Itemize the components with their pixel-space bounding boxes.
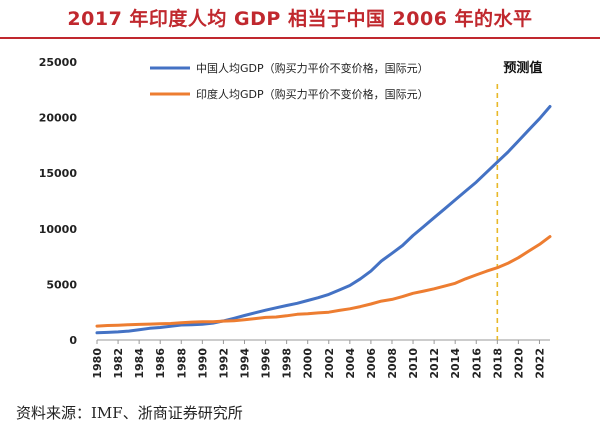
x-tick-label: 1996 xyxy=(260,348,273,379)
page-title: 2017 年印度人均 GDP 相当于中国 2006 年的水平 xyxy=(67,8,533,30)
x-tick-label: 1982 xyxy=(112,348,125,379)
x-tick-label: 2000 xyxy=(302,348,315,379)
x-tick-label: 2020 xyxy=(512,348,525,379)
x-tick-label: 2012 xyxy=(428,348,441,379)
x-tick-label: 1992 xyxy=(217,348,230,379)
legend: 中国人均GDP（购买力平价不变价格，国际元） 印度人均GDP（购买力平价不变价格，… xyxy=(150,61,429,101)
x-tick-label: 2010 xyxy=(407,348,420,379)
x-tick-label: 1998 xyxy=(281,348,294,379)
india-gdp-line xyxy=(95,235,552,328)
x-tick-label: 2018 xyxy=(491,348,504,379)
y-tick-label: 5000 xyxy=(46,278,77,291)
forecast-marker: 预测值 xyxy=(496,60,542,340)
x-tick-label: 2002 xyxy=(323,348,336,379)
y-tick-label: 10000 xyxy=(39,223,78,236)
x-tick-label: 2008 xyxy=(386,348,399,379)
y-tick-label: 15000 xyxy=(39,167,78,180)
y-axis: 0 5000 10000 15000 20000 25000 xyxy=(39,56,78,347)
x-tick-label: 1988 xyxy=(175,348,188,379)
x-tick-label: 1980 xyxy=(91,348,104,379)
x-tick-label: 2016 xyxy=(470,348,483,379)
x-tick-label: 2006 xyxy=(365,348,378,379)
x-tick-label: 2022 xyxy=(533,348,546,379)
x-tick-label: 1986 xyxy=(154,348,167,379)
china-gdp-line xyxy=(95,105,552,335)
x-axis: 1980 1982 1984 1986 1988 1990 1992 1994 1996 1998… xyxy=(91,339,550,379)
forecast-label: 预测值 xyxy=(503,60,542,76)
y-tick-label: 0 xyxy=(69,334,77,347)
y-tick-label: 20000 xyxy=(39,112,78,125)
x-tick-label: 1994 xyxy=(238,348,251,379)
x-tick-label: 1990 xyxy=(196,348,209,379)
title-underline xyxy=(0,37,600,39)
legend-label: 印度人均GDP（购买力平价不变价格，国际元） xyxy=(196,87,429,101)
y-tick-label: 25000 xyxy=(39,56,78,69)
series-layer xyxy=(95,105,552,335)
source-note: 资料来源：IMF、浙商证券研究所 xyxy=(16,404,243,422)
x-tick-label: 1984 xyxy=(133,348,146,379)
x-tick-label: 2004 xyxy=(344,348,357,379)
legend-label: 中国人均GDP（购买力平价不变价格，国际元） xyxy=(196,61,429,75)
x-tick-label: 2014 xyxy=(449,348,462,379)
